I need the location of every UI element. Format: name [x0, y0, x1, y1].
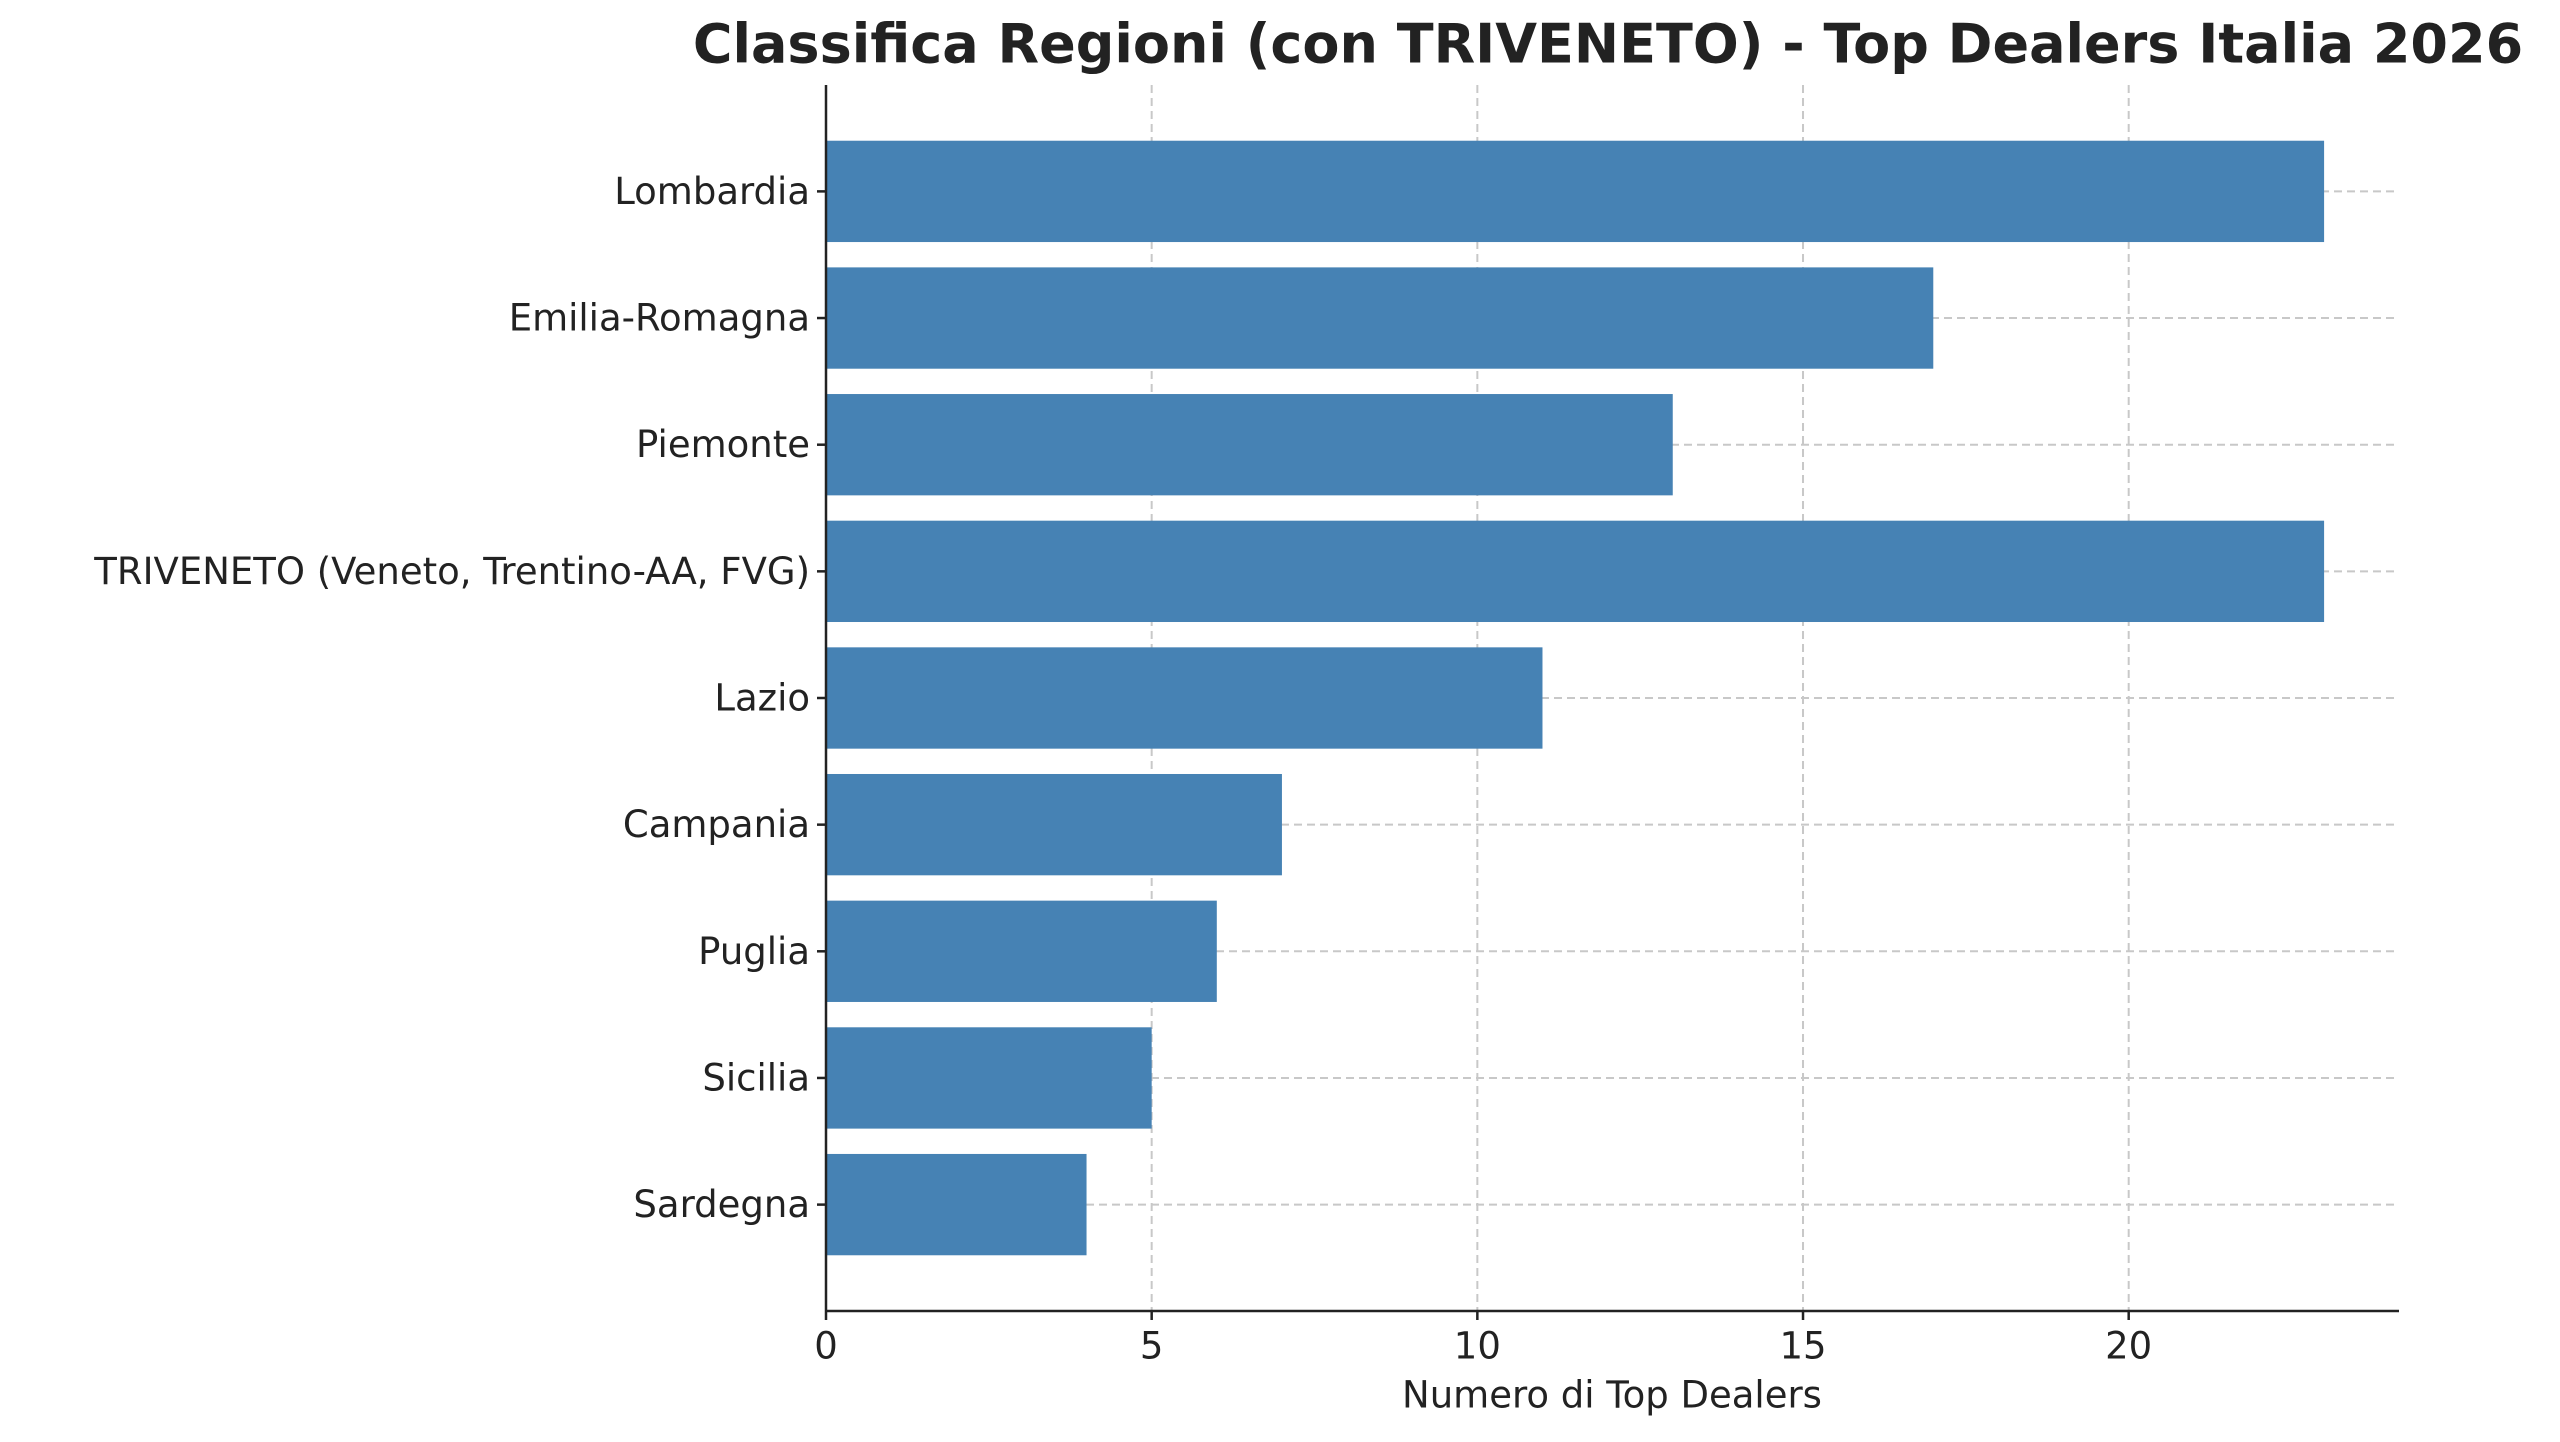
x-tick-label: 20 — [2105, 1325, 2152, 1368]
y-tick-label: Sicilia — [702, 1056, 810, 1099]
x-tick-label: 0 — [814, 1325, 838, 1368]
chart-title: Classifica Regioni (con TRIVENETO) - Top… — [693, 13, 2523, 76]
bar — [826, 520, 2325, 623]
y-tick-label: Lazio — [714, 677, 810, 720]
bar — [826, 647, 1543, 749]
y-tick-label: Puglia — [698, 930, 810, 973]
bar — [826, 1027, 1152, 1129]
y-tick-label: TRIVENETO (Veneto, Trentino-AA, FVG) — [93, 550, 810, 593]
y-tick-label: Emilia-Romagna — [509, 297, 810, 340]
bar — [826, 267, 1934, 369]
bar — [826, 394, 1673, 496]
bar — [826, 773, 1282, 876]
bar — [826, 900, 1217, 1002]
bar — [826, 1153, 1087, 1256]
bar — [826, 140, 2325, 243]
x-axis-label: Numero di Top Dealers — [1402, 1374, 1822, 1417]
y-tick-label: Piemonte — [636, 423, 810, 466]
x-tick-label: 15 — [1779, 1325, 1826, 1368]
y-tick-label: Sardegna — [633, 1183, 810, 1226]
y-tick-label: Campania — [623, 803, 810, 846]
y-tick-label: Lombardia — [614, 170, 810, 213]
x-tick-label: 10 — [1454, 1325, 1501, 1368]
x-tick-label: 5 — [1140, 1325, 1164, 1368]
